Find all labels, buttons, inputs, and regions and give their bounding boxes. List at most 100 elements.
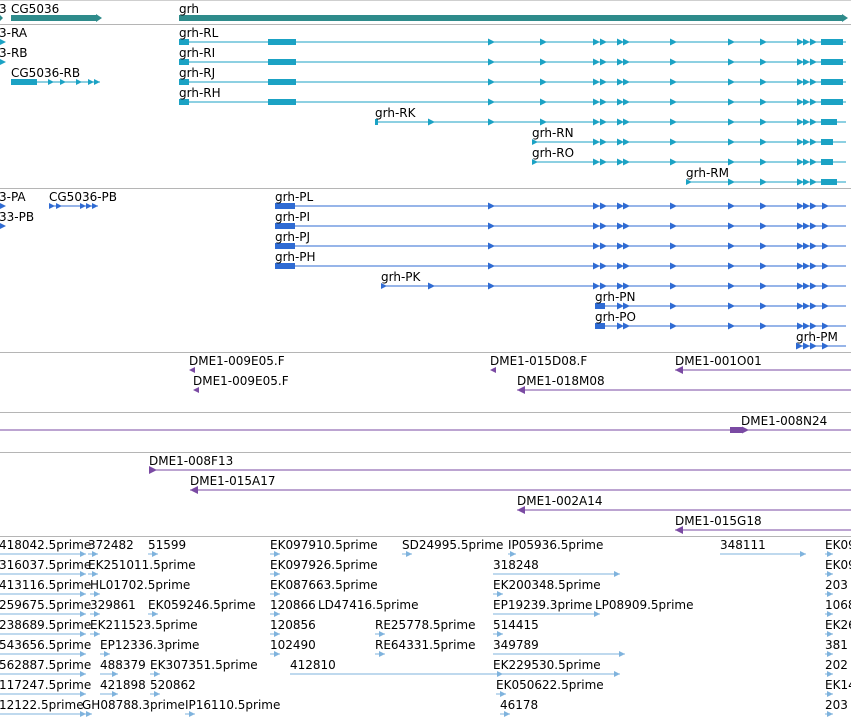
transcript-label[interactable]: grh-RN <box>532 126 574 140</box>
transcript-label[interactable]: grh-RI <box>179 46 216 60</box>
est-label[interactable]: SD24995.5prime <box>402 538 504 552</box>
est-label[interactable]: 51599 <box>148 538 187 552</box>
est-label[interactable]: EK26 <box>825 618 851 632</box>
est-label[interactable]: 413116.5prime <box>0 578 92 592</box>
est-label[interactable]: 120866 <box>270 598 316 612</box>
est-label[interactable]: GH08788.3prime <box>82 698 185 712</box>
est-label[interactable]: 117247.5prime <box>0 678 92 692</box>
gene-label[interactable]: 3 <box>0 2 7 16</box>
est-label[interactable]: LP08909.5prime <box>595 598 694 612</box>
protein-label[interactable]: CG5036-PB <box>49 190 118 204</box>
clone-label[interactable]: DME1-009E05.F <box>193 374 289 388</box>
est-label[interactable]: EK09 <box>825 538 851 552</box>
est-label[interactable]: EK14 <box>825 678 851 692</box>
track-separator <box>0 352 851 353</box>
est-label[interactable]: 381 <box>825 638 848 652</box>
est-label[interactable]: 543656.5prime <box>0 638 92 652</box>
est-label[interactable]: 203 <box>825 698 848 712</box>
protein-label[interactable]: grh-PN <box>595 290 636 304</box>
est-label[interactable]: 259675.5prime <box>0 598 92 612</box>
est-label[interactable]: EP19239.3prime <box>493 598 593 612</box>
strand-arrow <box>497 631 503 637</box>
est-label[interactable]: 102490 <box>270 638 316 652</box>
est-label[interactable]: 348111 <box>720 538 766 552</box>
est-label[interactable]: EK307351.5prime <box>150 658 258 672</box>
transcript-label[interactable]: grh-RM <box>686 166 729 180</box>
clone-label[interactable]: DME1-008F13 <box>149 454 234 468</box>
est-label[interactable]: 514415 <box>493 618 539 632</box>
est-label[interactable]: RE64331.5prime <box>375 638 476 652</box>
clone-label[interactable]: DME1-009E05.F <box>189 354 285 368</box>
est-label[interactable]: HL01702.5prime <box>90 578 191 592</box>
strand-arrow <box>728 302 735 310</box>
transcript-label[interactable]: grh-RL <box>179 26 219 40</box>
est-label[interactable]: 562887.5prime <box>0 658 92 672</box>
strand-arrow <box>617 158 624 166</box>
protein-label[interactable]: grh-PI <box>275 210 311 224</box>
strand-arrow <box>728 38 735 46</box>
transcript-label[interactable]: 3-RB <box>0 46 28 60</box>
protein-label[interactable]: 33-PB <box>0 210 35 224</box>
strand-arrow <box>379 631 385 637</box>
est-label[interactable]: 203 <box>825 578 848 592</box>
est-label[interactable]: EK211523.5prime <box>90 618 198 632</box>
est-label[interactable]: 120856 <box>270 618 316 632</box>
transcript-label[interactable]: grh-RO <box>532 146 575 160</box>
est-label[interactable]: EK09 <box>825 558 851 572</box>
transcript-label[interactable]: grh-RJ <box>179 66 216 80</box>
est-label[interactable]: 412810 <box>290 658 336 672</box>
est-label[interactable]: 46178 <box>500 698 539 712</box>
est-label[interactable]: 520862 <box>150 678 196 692</box>
transcript-label[interactable]: CG5036-RB <box>11 66 81 80</box>
est-label[interactable]: 12122.5prime <box>0 698 84 712</box>
strand-arrow <box>274 631 280 637</box>
est-label[interactable]: 372482 <box>88 538 134 552</box>
est-label[interactable]: EK050622.5prime <box>496 678 604 692</box>
est-label[interactable]: 488379 <box>100 658 146 672</box>
est-label[interactable]: LD47416.5prime <box>318 598 419 612</box>
est-label[interactable]: 421898 <box>100 678 146 692</box>
gene-label[interactable]: grh <box>179 2 199 16</box>
est-label[interactable]: EK251011.5prime <box>88 558 196 572</box>
est-label[interactable]: EK200348.5prime <box>493 578 601 592</box>
est-label[interactable]: 349789 <box>493 638 539 652</box>
est-label[interactable]: 202 <box>825 658 848 672</box>
est-label[interactable]: 329861 <box>90 598 136 612</box>
protein-label[interactable]: grh-PO <box>595 310 636 324</box>
est-label[interactable]: 238689.5prime <box>0 618 92 632</box>
protein-label[interactable]: grh-PM <box>796 330 838 344</box>
protein-label[interactable]: grh-PH <box>275 250 316 264</box>
strand-arrow <box>593 222 600 230</box>
clone-label[interactable]: DME1-008N24 <box>741 414 828 428</box>
est-label[interactable]: EK097926.5prime <box>270 558 378 572</box>
transcript-label[interactable]: grh-RH <box>179 86 221 100</box>
strand-arrow <box>810 38 817 46</box>
est-label[interactable]: 1068 <box>825 598 851 612</box>
transcript-label[interactable]: 3-RA <box>0 26 28 40</box>
est-label[interactable]: 316037.5prime <box>0 558 92 572</box>
est-label[interactable]: EP12336.3prime <box>100 638 200 652</box>
est-label[interactable]: IP16110.5prime <box>185 698 281 712</box>
protein-label[interactable]: grh-PL <box>275 190 314 204</box>
protein-label[interactable]: grh-PK <box>381 270 421 284</box>
protein-label[interactable]: grh-PJ <box>275 230 311 244</box>
est-label[interactable]: IP05936.5prime <box>508 538 604 552</box>
clone-label[interactable]: DME1-015D08.F <box>490 354 588 368</box>
clone-label[interactable]: DME1-018M08 <box>517 374 605 388</box>
est-label[interactable]: EK087663.5prime <box>270 578 378 592</box>
clone-label[interactable]: DME1-015A17 <box>190 474 276 488</box>
est-label[interactable]: 318248 <box>493 558 539 572</box>
est-label[interactable]: 418042.5prime <box>0 538 92 552</box>
protein-label[interactable]: 3-PA <box>0 190 26 204</box>
gene-label[interactable]: CG5036 <box>11 2 60 16</box>
est-label[interactable]: EK229530.5prime <box>493 658 601 672</box>
transcript-label[interactable]: grh-RK <box>375 106 416 120</box>
est-label[interactable]: EK097910.5prime <box>270 538 378 552</box>
clone-label[interactable]: DME1-001O01 <box>675 354 762 368</box>
est-label[interactable]: EK059246.5prime <box>148 598 256 612</box>
strand-arrow <box>593 78 600 86</box>
clone-label[interactable]: DME1-002A14 <box>517 494 603 508</box>
strand-arrow <box>728 98 735 106</box>
est-label[interactable]: RE25778.5prime <box>375 618 476 632</box>
clone-label[interactable]: DME1-015G18 <box>675 514 762 528</box>
